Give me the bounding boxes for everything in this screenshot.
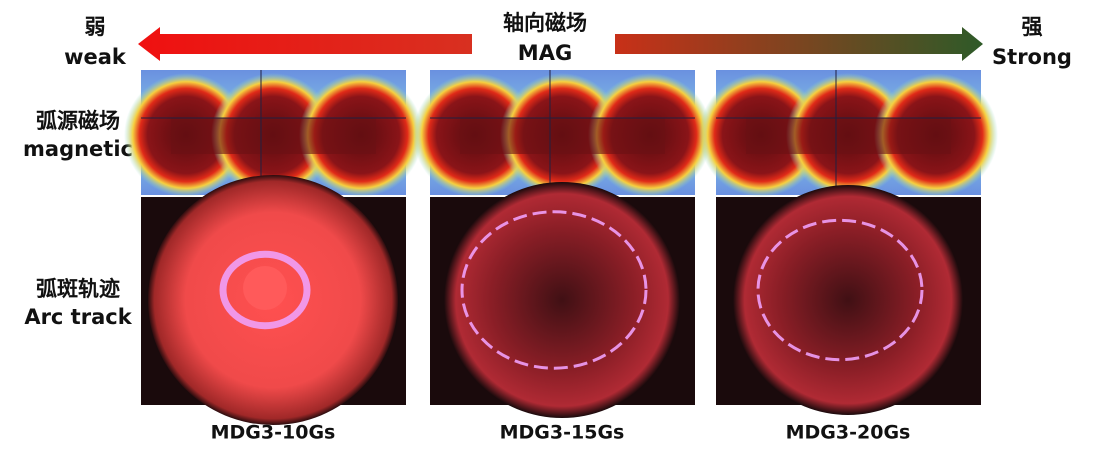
weak-cn: 弱 — [85, 15, 106, 39]
mag-cn: 轴向磁场 — [503, 11, 587, 35]
row-cn: 弧源磁场 — [36, 109, 120, 133]
row-label: magnetic — [23, 137, 133, 161]
arc-glow — [733, 185, 963, 415]
panel-caption: MDG3-15Gs — [500, 422, 625, 444]
strong-arrow — [615, 27, 983, 61]
strong-cn: 强 — [1022, 15, 1043, 39]
panel-caption: MDG3-20Gs — [786, 422, 911, 444]
weak-arrow — [138, 27, 472, 61]
arc-ring — [460, 210, 648, 370]
panel-caption: MDG3-10Gs — [211, 422, 336, 444]
arc-ring — [219, 250, 311, 330]
row-label: Arc track — [24, 305, 132, 329]
arc-center — [243, 266, 287, 310]
field-core — [171, 118, 376, 154]
field-core — [746, 118, 951, 154]
arc-glow — [444, 182, 680, 418]
weak-label: weak — [64, 45, 127, 69]
strong-label: Strong — [992, 45, 1072, 69]
field-core — [460, 118, 665, 154]
arc-ring — [756, 218, 924, 362]
mag-label: MAG — [518, 41, 572, 65]
row-cn: 弧斑轨迹 — [36, 277, 120, 301]
